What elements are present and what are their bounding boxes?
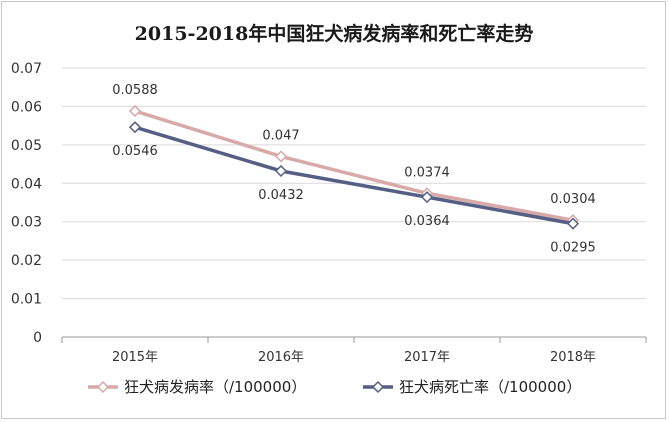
grid-lines	[62, 67, 646, 300]
data-label: 0.0304	[550, 192, 596, 207]
data-label: 0.0364	[404, 214, 450, 229]
legend: 狂犬病发病率（/100000） 狂犬病死亡率（/100000）	[88, 378, 581, 396]
x-tick-label: 2018年	[550, 350, 596, 365]
y-tick-label: 0.03	[11, 215, 42, 231]
x-tick-label: 2015年	[112, 350, 158, 365]
series-line-2	[134, 125, 574, 226]
series-1-point	[128, 104, 142, 118]
x-axis: 2015年 2016年 2017年 2018年	[61, 336, 647, 365]
legend-swatch-marker	[371, 380, 385, 394]
series-2-point	[566, 217, 580, 230]
legend-swatch-marker	[96, 380, 110, 394]
series-1-point	[274, 150, 288, 163]
data-label: 0.047	[262, 128, 299, 143]
y-tick-label: 0.07	[11, 61, 42, 77]
data-label: 0.0546	[112, 144, 158, 159]
y-axis: 0 0.01 0.02 0.03 0.04 0.05 0.06 0.07	[11, 61, 42, 346]
data-label: 0.0374	[404, 165, 450, 180]
y-tick-label: 0.06	[11, 99, 42, 115]
data-label: 0.0588	[112, 83, 158, 98]
y-tick-label: 0.05	[11, 138, 42, 154]
series-2-point	[128, 121, 142, 134]
x-tick-label: 2017年	[404, 350, 450, 365]
data-label: 0.0432	[258, 188, 304, 203]
data-label: 0.0295	[550, 241, 596, 256]
series-2-point	[274, 164, 288, 178]
legend-entry-2: 狂犬病死亡率（/100000）	[399, 378, 581, 396]
y-tick-label: 0.01	[11, 292, 42, 308]
x-tick-label: 2016年	[258, 350, 304, 365]
y-tick-label: 0.02	[11, 253, 42, 269]
data-labels: 0.0588 0.047 0.0374 0.0304 0.0546 0.0432 0.036…	[112, 83, 596, 256]
series-line-1	[134, 109, 574, 222]
series-layer	[128, 104, 580, 230]
y-tick-label: 0.04	[11, 176, 42, 192]
y-tick-label: 0	[33, 330, 42, 346]
chart-title: 2015-2018年中国狂犬病发病率和死亡率走势	[135, 22, 534, 45]
legend-entry-1: 狂犬病发病率（/100000）	[124, 378, 306, 396]
series-2-point	[420, 191, 434, 204]
